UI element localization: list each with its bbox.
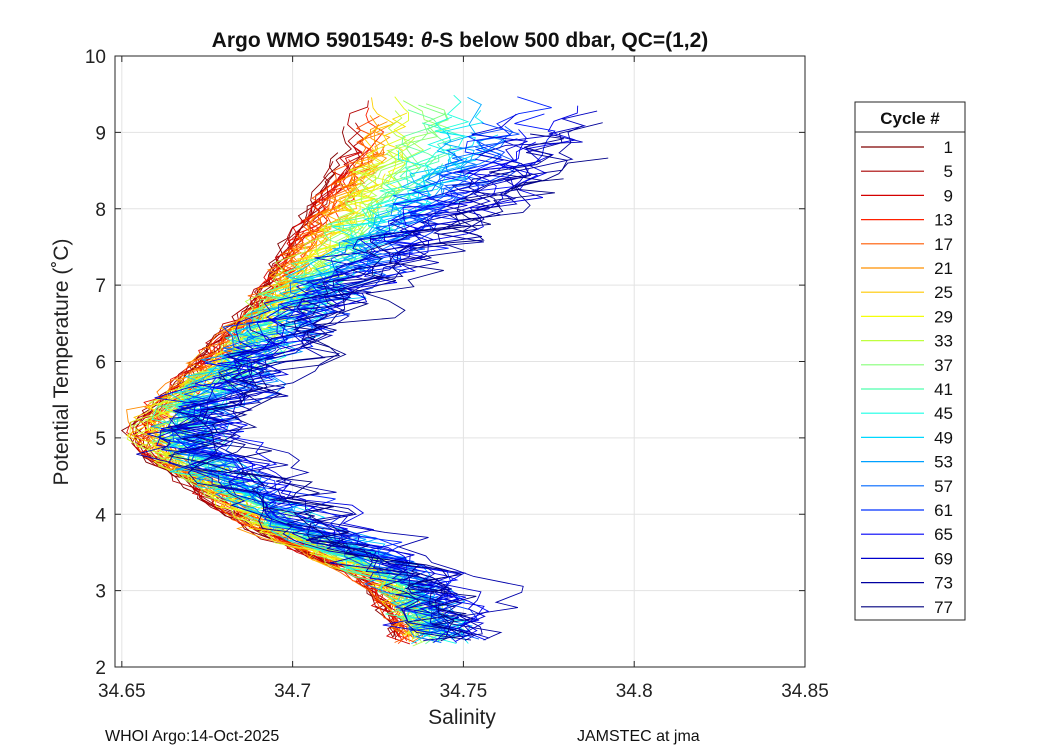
legend-items: 1 5 9 13 17 21 25 29 33 37 41 45 49 53 57 61 65 69 73 77 (861, 138, 953, 617)
legend-label: 1 (944, 138, 953, 157)
y-tick-label: 5 (95, 429, 106, 450)
legend-label: 37 (934, 356, 953, 375)
legend-label: 17 (934, 235, 953, 254)
profile-cycle-71 (136, 176, 527, 638)
footer-right: JAMSTEC at jma (577, 728, 700, 745)
profile-cycle-77 (193, 178, 564, 637)
profile-cycle-75 (166, 133, 564, 636)
legend-label: 9 (944, 186, 953, 205)
legend-label: 29 (934, 307, 953, 326)
legend-label: 61 (934, 501, 953, 520)
legend-title: Cycle # (880, 109, 940, 128)
profile-lines (120, 94, 609, 647)
y-tick-label: 6 (95, 353, 106, 374)
profile-cycle-17 (143, 146, 426, 638)
chart-title: Argo WMO 5901549: θ-S below 500 dbar, QC… (212, 29, 709, 52)
legend-label: 21 (934, 259, 953, 278)
y-tick-label: 9 (95, 123, 106, 144)
legend-label: 41 (934, 380, 953, 399)
x-axis-label: Salinity (428, 706, 496, 729)
x-tick-label: 34.65 (98, 681, 146, 702)
profile-cycle-31 (126, 138, 423, 639)
x-tick-label: 34.7 (274, 681, 311, 702)
legend-label: 69 (934, 549, 953, 568)
legend-label: 77 (934, 598, 953, 617)
footer-left: WHOI Argo:14-Oct-2025 (105, 728, 279, 745)
legend-label: 73 (934, 574, 953, 593)
profile-cycle-29 (131, 149, 420, 641)
ticks: 34.65 34.7 34.75 34.8 34.85 2 3 4 5 6 7 8 9 10 (85, 47, 829, 702)
x-tick-label: 34.75 (440, 681, 488, 702)
profile-cycle-45 (168, 116, 471, 644)
y-tick-label: 4 (95, 505, 106, 526)
legend-label: 13 (934, 211, 953, 230)
legend-label: 5 (944, 162, 953, 181)
x-tick-label: 34.8 (616, 681, 653, 702)
legend-label: 53 (934, 453, 953, 472)
legend-label: 57 (934, 477, 953, 496)
legend-label: 65 (934, 525, 953, 544)
legend-label: 49 (934, 428, 953, 447)
legend-label: 25 (934, 283, 953, 302)
x-tick-label: 34.85 (781, 681, 829, 702)
y-tick-label: 7 (95, 276, 106, 297)
y-tick-label: 3 (95, 582, 106, 603)
y-tick-label: 10 (85, 47, 106, 68)
y-axis-label: Potential Temperature (˚C) (50, 238, 73, 485)
legend-label: 33 (934, 332, 953, 351)
y-tick-label: 2 (95, 658, 106, 679)
legend: Cycle # 1 5 9 13 17 21 25 29 33 37 41 45 49 53 57 61 65 6… (854, 101, 966, 621)
y-tick-label: 8 (95, 200, 106, 221)
legend-label: 45 (934, 404, 953, 423)
